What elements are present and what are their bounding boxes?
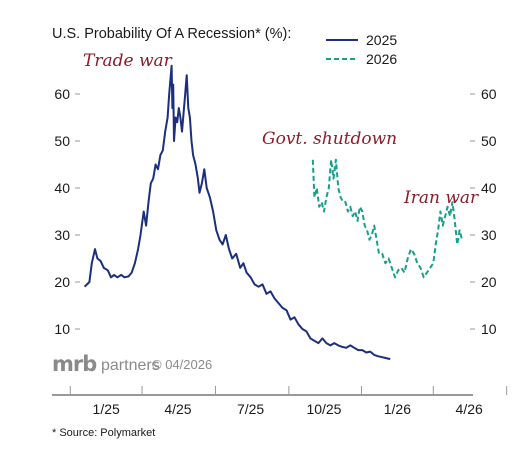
x-axis: 1/25 4/25 7/25 10/25 1/26 4/26 [69,386,508,417]
brand-name: partners [101,357,160,374]
series-line-2025 [83,64,391,361]
brand-date: © 04/2026 [152,357,212,372]
x-tick-label: 4/26 [456,401,483,417]
brand-mark: mrb partners © 04/2026 [52,352,212,376]
y-tick-label-right: 50 [481,133,497,149]
annotations: Trade war Govt. shutdown Iran war [83,51,479,208]
x-tick-label: 10/25 [306,401,341,417]
series-layer [83,64,463,361]
y-axis-left: 10 20 30 40 50 60 [54,86,80,337]
y-tick-label-right: 30 [481,227,497,243]
y-tick-label-left: 40 [54,180,70,196]
y-tick-label-right: 20 [481,274,497,290]
x-tick-label: 7/25 [237,401,264,417]
brand-logo: mrb [52,352,97,376]
source-note: * Source: Polymarket [52,427,155,439]
y-tick-label-right: 40 [481,180,497,196]
y-tick-label-left: 60 [54,86,70,102]
x-tick-label: 1/25 [93,401,120,417]
y-tick-label-left: 20 [54,274,70,290]
x-tick-label: 4/25 [164,401,191,417]
y-axis-right: 10 20 30 40 50 60 [470,86,497,337]
y-tick-label-right: 10 [481,321,497,337]
y-tick-label-right: 60 [481,86,497,102]
x-tick-label: 1/26 [384,401,411,417]
legend-label-2025: 2025 [366,32,397,48]
annotation-label: Govt. shutdown [262,129,397,149]
chart-title: U.S. Probability Of A Recession* (%): [52,26,291,42]
annotation-label: Trade war [83,51,173,71]
legend: 2025 2026 [326,32,397,67]
legend-label-2026: 2026 [366,51,397,67]
y-tick-label-left: 10 [54,321,70,337]
series-line-2026 [311,158,463,279]
annotation-label: Iran war [403,188,479,208]
y-tick-label-left: 50 [54,133,70,149]
y-tick-label-left: 30 [54,227,70,243]
